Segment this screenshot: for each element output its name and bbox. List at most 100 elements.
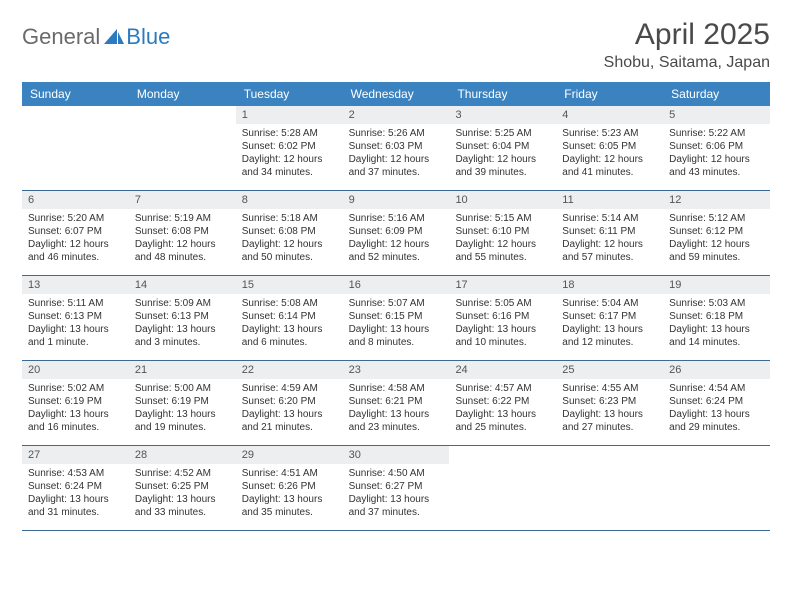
sunset-text: Sunset: 6:23 PM	[562, 395, 657, 408]
daylight-text: Daylight: 12 hours and 59 minutes.	[669, 238, 764, 264]
sunset-text: Sunset: 6:12 PM	[669, 225, 764, 238]
sunrise-text: Sunrise: 5:20 AM	[28, 212, 123, 225]
day-number: 25	[556, 361, 663, 379]
daylight-text: Daylight: 12 hours and 34 minutes.	[242, 153, 337, 179]
day-number: 11	[556, 191, 663, 209]
day-number	[556, 446, 663, 464]
sunrise-text: Sunrise: 5:12 AM	[669, 212, 764, 225]
sunrise-text: Sunrise: 4:52 AM	[135, 467, 230, 480]
day-number: 8	[236, 191, 343, 209]
sunrise-text: Sunrise: 5:03 AM	[669, 297, 764, 310]
sunset-text: Sunset: 6:21 PM	[349, 395, 444, 408]
day-content: Sunrise: 5:09 AMSunset: 6:13 PMDaylight:…	[129, 294, 236, 355]
day-number	[22, 106, 129, 124]
day-number: 29	[236, 446, 343, 464]
day-cell: 24Sunrise: 4:57 AMSunset: 6:22 PMDayligh…	[449, 361, 556, 445]
daylight-text: Daylight: 13 hours and 23 minutes.	[349, 408, 444, 434]
day-content: Sunrise: 5:02 AMSunset: 6:19 PMDaylight:…	[22, 379, 129, 440]
sunset-text: Sunset: 6:27 PM	[349, 480, 444, 493]
sunrise-text: Sunrise: 5:09 AM	[135, 297, 230, 310]
daylight-text: Daylight: 13 hours and 29 minutes.	[669, 408, 764, 434]
day-content: Sunrise: 5:28 AMSunset: 6:02 PMDaylight:…	[236, 124, 343, 185]
sunset-text: Sunset: 6:26 PM	[242, 480, 337, 493]
sunrise-text: Sunrise: 4:58 AM	[349, 382, 444, 395]
day-number: 2	[343, 106, 450, 124]
sunrise-text: Sunrise: 5:07 AM	[349, 297, 444, 310]
day-cell: 9Sunrise: 5:16 AMSunset: 6:09 PMDaylight…	[343, 191, 450, 275]
day-content: Sunrise: 5:20 AMSunset: 6:07 PMDaylight:…	[22, 209, 129, 270]
week-row: 13Sunrise: 5:11 AMSunset: 6:13 PMDayligh…	[22, 276, 770, 361]
day-number: 17	[449, 276, 556, 294]
daylight-text: Daylight: 13 hours and 27 minutes.	[562, 408, 657, 434]
week-row: 20Sunrise: 5:02 AMSunset: 6:19 PMDayligh…	[22, 361, 770, 446]
sunset-text: Sunset: 6:20 PM	[242, 395, 337, 408]
day-number	[663, 446, 770, 464]
weekday-header: Saturday	[663, 82, 770, 106]
daylight-text: Daylight: 13 hours and 10 minutes.	[455, 323, 550, 349]
sunset-text: Sunset: 6:11 PM	[562, 225, 657, 238]
calendar-grid: Sunday Monday Tuesday Wednesday Thursday…	[22, 82, 770, 531]
day-cell: 26Sunrise: 4:54 AMSunset: 6:24 PMDayligh…	[663, 361, 770, 445]
weekday-header: Thursday	[449, 82, 556, 106]
day-number: 16	[343, 276, 450, 294]
day-cell: 5Sunrise: 5:22 AMSunset: 6:06 PMDaylight…	[663, 106, 770, 190]
sunset-text: Sunset: 6:18 PM	[669, 310, 764, 323]
day-cell	[556, 446, 663, 530]
day-number: 23	[343, 361, 450, 379]
day-number: 4	[556, 106, 663, 124]
day-cell: 14Sunrise: 5:09 AMSunset: 6:13 PMDayligh…	[129, 276, 236, 360]
sunset-text: Sunset: 6:25 PM	[135, 480, 230, 493]
day-content: Sunrise: 5:04 AMSunset: 6:17 PMDaylight:…	[556, 294, 663, 355]
day-content: Sunrise: 5:07 AMSunset: 6:15 PMDaylight:…	[343, 294, 450, 355]
day-content: Sunrise: 5:11 AMSunset: 6:13 PMDaylight:…	[22, 294, 129, 355]
sunrise-text: Sunrise: 5:16 AM	[349, 212, 444, 225]
day-cell: 2Sunrise: 5:26 AMSunset: 6:03 PMDaylight…	[343, 106, 450, 190]
weekday-header: Tuesday	[236, 82, 343, 106]
day-content: Sunrise: 4:59 AMSunset: 6:20 PMDaylight:…	[236, 379, 343, 440]
day-content: Sunrise: 4:58 AMSunset: 6:21 PMDaylight:…	[343, 379, 450, 440]
day-content: Sunrise: 4:51 AMSunset: 6:26 PMDaylight:…	[236, 464, 343, 525]
daylight-text: Daylight: 12 hours and 46 minutes.	[28, 238, 123, 264]
day-number: 9	[343, 191, 450, 209]
daylight-text: Daylight: 13 hours and 37 minutes.	[349, 493, 444, 519]
sunrise-text: Sunrise: 5:25 AM	[455, 127, 550, 140]
day-content: Sunrise: 5:16 AMSunset: 6:09 PMDaylight:…	[343, 209, 450, 270]
sunset-text: Sunset: 6:08 PM	[242, 225, 337, 238]
day-number: 5	[663, 106, 770, 124]
day-cell	[449, 446, 556, 530]
day-number: 7	[129, 191, 236, 209]
sunset-text: Sunset: 6:16 PM	[455, 310, 550, 323]
sunrise-text: Sunrise: 4:59 AM	[242, 382, 337, 395]
daylight-text: Daylight: 12 hours and 48 minutes.	[135, 238, 230, 264]
day-cell: 17Sunrise: 5:05 AMSunset: 6:16 PMDayligh…	[449, 276, 556, 360]
day-cell	[22, 106, 129, 190]
day-number: 20	[22, 361, 129, 379]
day-content: Sunrise: 5:18 AMSunset: 6:08 PMDaylight:…	[236, 209, 343, 270]
day-number: 3	[449, 106, 556, 124]
day-number: 30	[343, 446, 450, 464]
weekday-header: Wednesday	[343, 82, 450, 106]
week-row: 1Sunrise: 5:28 AMSunset: 6:02 PMDaylight…	[22, 106, 770, 191]
weekday-header: Monday	[129, 82, 236, 106]
sunset-text: Sunset: 6:06 PM	[669, 140, 764, 153]
sunrise-text: Sunrise: 5:00 AM	[135, 382, 230, 395]
daylight-text: Daylight: 13 hours and 14 minutes.	[669, 323, 764, 349]
week-row: 27Sunrise: 4:53 AMSunset: 6:24 PMDayligh…	[22, 446, 770, 531]
day-content: Sunrise: 5:08 AMSunset: 6:14 PMDaylight:…	[236, 294, 343, 355]
daylight-text: Daylight: 13 hours and 25 minutes.	[455, 408, 550, 434]
sunset-text: Sunset: 6:07 PM	[28, 225, 123, 238]
daylight-text: Daylight: 13 hours and 31 minutes.	[28, 493, 123, 519]
daylight-text: Daylight: 13 hours and 16 minutes.	[28, 408, 123, 434]
sunset-text: Sunset: 6:05 PM	[562, 140, 657, 153]
daylight-text: Daylight: 13 hours and 1 minute.	[28, 323, 123, 349]
brand-sail-icon	[104, 29, 124, 45]
day-cell: 15Sunrise: 5:08 AMSunset: 6:14 PMDayligh…	[236, 276, 343, 360]
weeks-container: 1Sunrise: 5:28 AMSunset: 6:02 PMDaylight…	[22, 106, 770, 531]
day-cell	[129, 106, 236, 190]
sunset-text: Sunset: 6:02 PM	[242, 140, 337, 153]
day-cell: 6Sunrise: 5:20 AMSunset: 6:07 PMDaylight…	[22, 191, 129, 275]
day-number: 22	[236, 361, 343, 379]
sunset-text: Sunset: 6:19 PM	[135, 395, 230, 408]
sunrise-text: Sunrise: 5:14 AM	[562, 212, 657, 225]
day-content: Sunrise: 4:52 AMSunset: 6:25 PMDaylight:…	[129, 464, 236, 525]
